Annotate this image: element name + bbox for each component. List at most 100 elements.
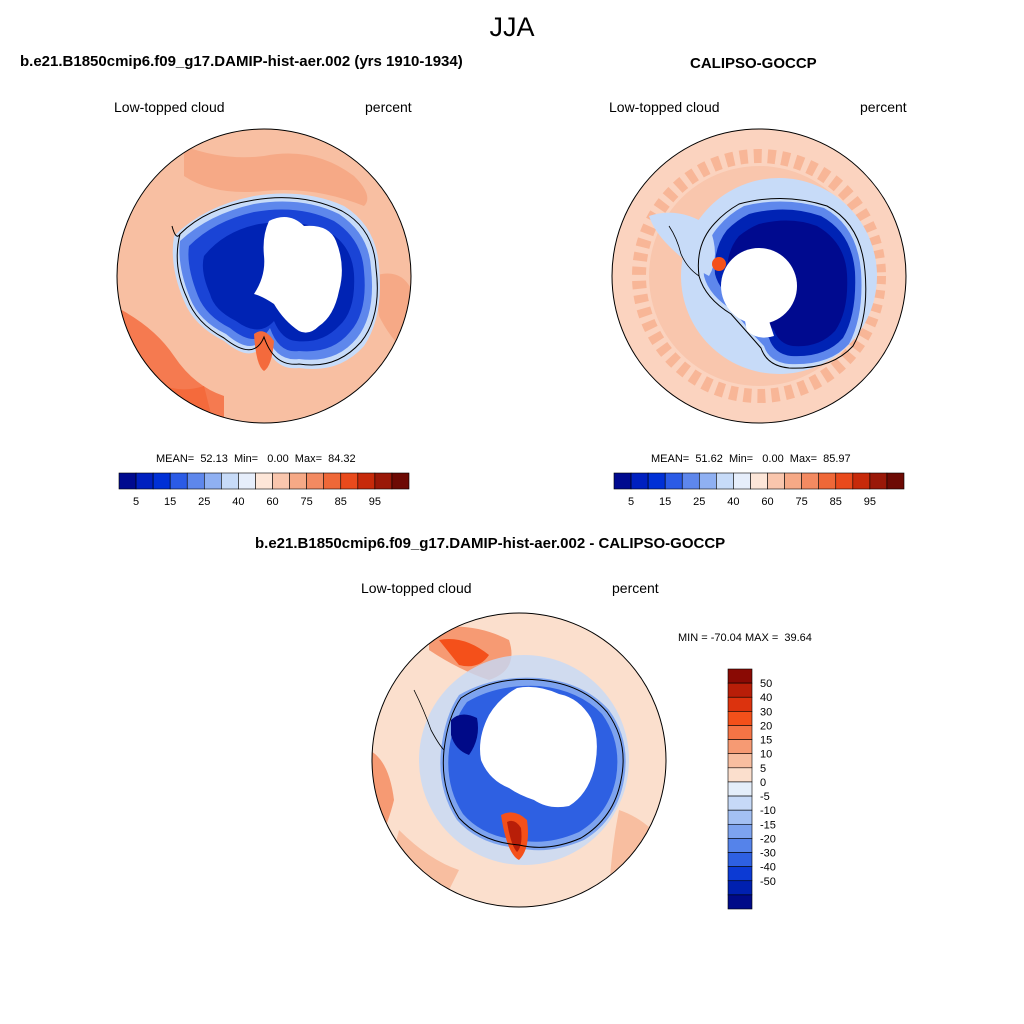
- panel-3-variable: Low-topped cloud: [361, 580, 472, 596]
- colorbar-calipso-tick-label: 15: [659, 496, 671, 508]
- colorbar-calipso-swatch: [630, 472, 649, 490]
- colorbar-model-swatch: [118, 472, 137, 490]
- colorbar-difference-swatch: [727, 696, 753, 712]
- panel-2-title: CALIPSO-GOCCP: [690, 55, 817, 72]
- colorbar-model-swatch: [357, 472, 376, 490]
- colorbar-difference-swatch: [727, 711, 753, 726]
- colorbar-calipso-swatch: [647, 472, 666, 490]
- panel-2-stats: MEAN= 51.62 Min= 0.00 Max= 85.97: [651, 453, 851, 465]
- colorbar-model-tick-label: 40: [232, 496, 244, 508]
- panel-1-stats: MEAN= 52.13 Min= 0.00 Max= 84.32: [156, 453, 356, 465]
- colorbar-difference-swatch: [727, 852, 753, 867]
- colorbar-difference-tick-label: 5: [760, 763, 766, 775]
- colorbar-difference-swatch: [727, 682, 753, 698]
- map-calipso: [611, 128, 907, 424]
- panel-2-variable: Low-topped cloud: [609, 99, 720, 115]
- panel-1-variable: Low-topped cloud: [114, 99, 225, 115]
- panel-1-title: b.e21.B1850cmip6.f09_g17.DAMIP-hist-aer.…: [20, 53, 463, 70]
- colorbar-difference-tick-label: -15: [760, 819, 776, 831]
- colorbar-difference-swatch: [727, 753, 753, 769]
- colorbar-model-swatch: [221, 472, 239, 490]
- panel-3-stats: MIN = -70.04 MAX = 39.64: [678, 632, 812, 644]
- colorbar-calipso-tick-label: 5: [628, 496, 634, 508]
- colorbar-difference-tick-label: 10: [760, 749, 772, 761]
- colorbar-calipso-tick-label: 25: [693, 496, 705, 508]
- colorbar-difference-swatch: [727, 894, 753, 910]
- colorbar-model-swatch: [289, 472, 307, 490]
- colorbar-calipso-swatch: [681, 472, 700, 490]
- colorbar-model-tick-label: 60: [266, 496, 278, 508]
- colorbar-difference-tick-label: 50: [760, 678, 772, 690]
- colorbar-difference-swatch: [727, 795, 753, 811]
- colorbar-calipso-tick-label: 75: [796, 496, 808, 508]
- colorbar-model-swatch: [186, 472, 205, 490]
- colorbar-difference-tick-label: 20: [760, 720, 772, 732]
- colorbar-calipso-swatch: [818, 472, 837, 490]
- colorbar-model-tick-label: 15: [164, 496, 176, 508]
- colorbar-difference-swatch: [727, 866, 753, 882]
- panel-1-units: percent: [365, 99, 412, 115]
- colorbar-calipso-swatch: [664, 472, 683, 490]
- colorbar-calipso-tick-label: 95: [864, 496, 876, 508]
- colorbar-model-swatch: [238, 472, 256, 490]
- colorbar-calipso-swatch: [698, 472, 717, 490]
- colorbar-difference-tick-label: -50: [760, 876, 776, 888]
- colorbar-difference-swatch: [727, 880, 753, 896]
- colorbar-calipso-swatch: [869, 472, 888, 490]
- panel-3-units: percent: [612, 580, 659, 596]
- panel-2-units: percent: [860, 99, 907, 115]
- colorbar-difference-tick-label: -5: [760, 791, 770, 803]
- colorbar-calipso-swatch: [852, 472, 871, 490]
- colorbar-model-tick-label: 75: [301, 496, 313, 508]
- colorbar-difference-tick-label: 0: [760, 777, 766, 789]
- colorbar-model-swatch: [169, 472, 188, 490]
- colorbar-calipso-tick-label: 40: [727, 496, 739, 508]
- colorbar-calipso-swatch: [750, 472, 768, 490]
- colorbar-difference-swatch: [727, 838, 753, 853]
- colorbar-model-tick-label: 25: [198, 496, 210, 508]
- colorbar-calipso-tick-label: 60: [761, 496, 773, 508]
- colorbar-difference-tick-label: 15: [760, 735, 772, 747]
- colorbar-calipso-swatch: [835, 472, 854, 490]
- colorbar-calipso-swatch: [767, 472, 785, 490]
- colorbar-difference-tick-label: -20: [760, 833, 776, 845]
- colorbar-model-swatch: [323, 472, 342, 490]
- colorbar-difference-swatch: [727, 823, 753, 839]
- map-difference: [371, 612, 667, 908]
- colorbar-model-swatch: [203, 472, 222, 490]
- colorbar-model-swatch: [374, 472, 393, 490]
- colorbar-difference-tick-label: -30: [760, 848, 776, 860]
- colorbar-model-swatch: [152, 472, 171, 490]
- colorbar-model-swatch: [255, 472, 273, 490]
- panel-3-title: b.e21.B1850cmip6.f09_g17.DAMIP-hist-aer.…: [255, 535, 726, 552]
- colorbar-difference-tick-label: -40: [760, 862, 776, 874]
- map-model: [116, 128, 412, 424]
- colorbar-difference-swatch: [727, 767, 753, 783]
- main-title: JJA: [489, 12, 535, 42]
- colorbar-calipso-swatch: [613, 472, 632, 490]
- colorbar-model-swatch: [340, 472, 359, 490]
- colorbar-model-swatch: [135, 472, 154, 490]
- colorbar-difference-tick-label: 40: [760, 692, 772, 704]
- colorbar-difference-swatch: [727, 739, 753, 755]
- colorbar-calipso-tick-label: 85: [830, 496, 842, 508]
- colorbar-difference-swatch: [727, 725, 753, 740]
- colorbar-difference-tick-label: 30: [760, 706, 772, 718]
- colorbar-calipso-swatch: [801, 472, 820, 490]
- colorbar-model-tick-label: 5: [133, 496, 139, 508]
- colorbar-calipso: 5 15 25 40 60 75 85 95: [613, 472, 905, 508]
- colorbar-model-swatch: [272, 472, 290, 490]
- colorbar-model: 5 15 25 40 60 75 85 95: [118, 472, 410, 508]
- colorbar-model-tick-label: 95: [369, 496, 381, 508]
- colorbar-calipso-swatch: [716, 472, 734, 490]
- colorbar-difference-swatch: [727, 809, 753, 825]
- colorbar-calipso-swatch: [886, 472, 905, 490]
- colorbar-calipso-swatch: [733, 472, 751, 490]
- colorbar-model-swatch: [391, 472, 410, 490]
- colorbar-model-tick-label: 85: [335, 496, 347, 508]
- colorbar-difference-swatch: [727, 668, 753, 684]
- colorbar-difference-tick-label: -10: [760, 805, 776, 817]
- colorbar-difference-swatch: [727, 781, 753, 797]
- colorbar-model-swatch: [306, 472, 325, 490]
